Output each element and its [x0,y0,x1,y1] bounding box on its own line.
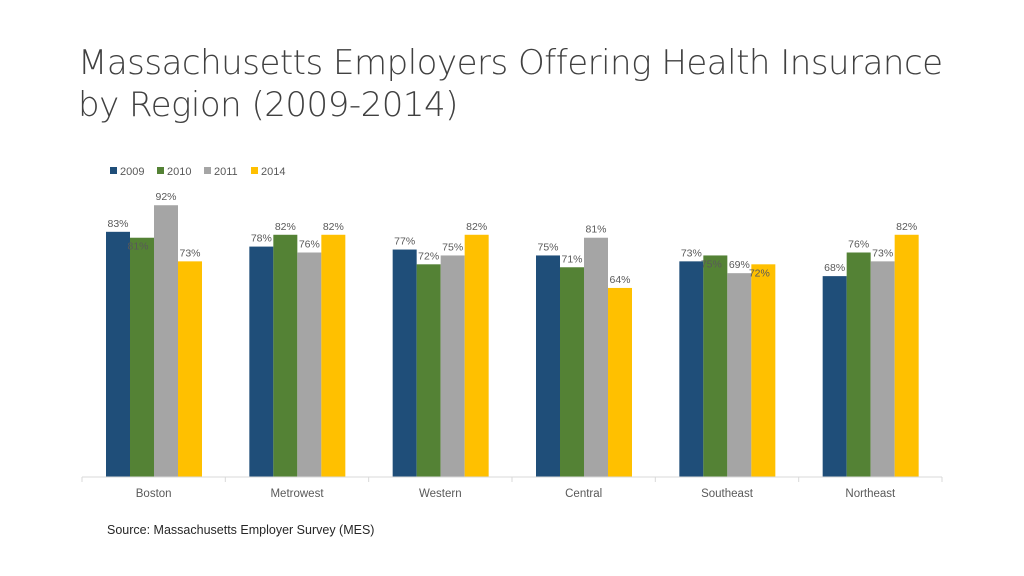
data-label-boston-2009: 83% [107,218,128,230]
bar-boston-2010 [130,237,154,477]
category-label-boston: Boston [136,488,172,500]
bar-western-2009 [392,249,417,477]
source-note: Source: Massachusetts Employer Survey (M… [107,523,375,537]
legend-swatch-2009 [110,167,117,174]
page-title: Massachusetts Employers Offering Health … [78,43,943,125]
bar-boston-2014 [178,261,202,477]
bar-central-2010 [560,267,584,477]
chart-bars [106,205,919,477]
legend-swatch-2014 [251,167,258,174]
data-label-southeast-2010: 75% [701,258,722,270]
bar-boston-2011 [154,205,178,477]
bar-southeast-2011 [727,273,752,477]
data-label-southeast-2009: 73% [681,247,702,259]
bar-central-2009 [536,255,560,477]
data-label-western-2011: 75% [442,241,463,253]
bar-metrowest-2011 [297,252,322,477]
x-axis-labels: Boston Metrowest Western Central Southeast No… [136,488,896,500]
category-label-southeast: Southeast [701,488,754,500]
data-label-western-2010: 72% [418,250,439,262]
data-label-northeast-2009: 68% [824,262,845,274]
category-label-metrowest: Metrowest [270,488,324,500]
data-label-metrowest-2014: 82% [323,221,344,233]
bar-central-2014 [608,287,632,477]
bar-metrowest-2009 [249,246,274,477]
data-label-boston-2014: 73% [179,247,200,259]
data-label-central-2014: 64% [609,274,630,286]
data-label-metrowest-2010: 82% [275,221,296,233]
data-label-northeast-2011: 73% [872,247,893,259]
chart-legend: 2009 2010 2011 2014 [110,166,285,178]
data-label-metrowest-2011: 76% [299,238,320,250]
bar-southeast-2009 [679,261,704,477]
data-label-southeast-2011: 69% [729,259,750,271]
bar-western-2014 [464,234,489,477]
data-label-southeast-2014: 72% [749,267,770,279]
data-label-metrowest-2009: 78% [251,233,272,245]
data-label-boston-2010: 81% [127,241,148,253]
bar-western-2011 [440,255,465,477]
data-label-central-2009: 75% [537,241,558,253]
bar-metrowest-2014 [321,234,346,477]
legend-swatch-2011 [204,167,211,174]
bar-central-2011 [584,237,608,477]
data-label-central-2010: 71% [561,253,582,265]
legend-label-2011: 2011 [214,166,238,178]
category-label-central: Central [565,488,602,500]
legend-label-2009: 2009 [120,166,144,178]
bar-northeast-2010 [846,252,871,477]
category-label-western: Western [419,488,462,500]
data-label-northeast-2010: 76% [848,238,869,250]
legend-label-2010: 2010 [167,166,191,178]
legend-label-2014: 2014 [261,166,285,178]
bar-boston-2009 [106,231,130,477]
bar-northeast-2011 [870,261,895,477]
data-label-central-2011: 81% [585,224,606,236]
bar-southeast-2010 [703,255,728,477]
data-label-northeast-2014: 82% [896,221,917,233]
bar-northeast-2009 [822,276,847,477]
bar-southeast-2014 [751,264,776,477]
bar-metrowest-2010 [273,234,298,477]
data-label-boston-2011: 92% [155,191,176,203]
legend-swatch-2010 [157,167,164,174]
x-axis-ticks [81,477,943,482]
data-label-western-2014: 82% [466,221,487,233]
chart-data-labels: 83%81%92%73%78%82%76%82%77%72%75%82%75%7… [107,191,917,286]
bar-western-2010 [416,264,441,477]
bar-northeast-2014 [894,234,919,477]
category-label-northeast: Northeast [845,488,896,500]
data-label-western-2009: 77% [394,236,415,248]
